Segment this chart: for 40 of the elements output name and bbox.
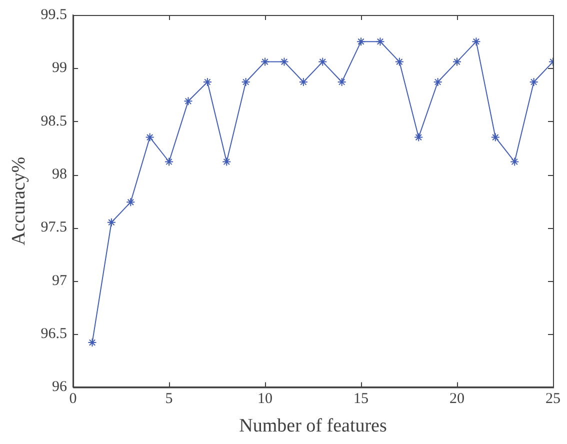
point — [510, 157, 520, 166]
point — [529, 77, 538, 86]
y-tick-label: 99 — [52, 60, 68, 76]
point — [433, 77, 442, 86]
point — [394, 57, 404, 66]
point — [184, 96, 193, 106]
y-tick-label: 96 — [52, 379, 68, 396]
x-axis-title: Number of features — [239, 416, 387, 437]
y-axis-title: Accuracy% — [8, 156, 30, 246]
point — [376, 37, 385, 46]
y-tick-label: 98.5 — [40, 113, 68, 130]
x-tick-label: 25 — [546, 391, 560, 408]
point — [490, 132, 500, 142]
point — [106, 218, 116, 227]
point — [337, 77, 346, 86]
point — [260, 57, 270, 66]
x-tick-label: 5 — [165, 391, 173, 408]
point — [164, 157, 174, 166]
point — [356, 37, 366, 46]
point — [298, 77, 308, 86]
point — [88, 338, 97, 348]
point — [202, 77, 212, 86]
point — [318, 57, 328, 66]
point — [222, 157, 232, 166]
y-tick-label: 97 — [52, 272, 68, 289]
y-tick-label: 97.5 — [40, 220, 68, 236]
point — [472, 37, 481, 46]
y-tick-label: 99.5 — [40, 6, 68, 23]
point — [280, 57, 289, 66]
point — [241, 77, 250, 86]
x-tick-label: 15 — [354, 391, 369, 408]
y-tick-label: 96.5 — [40, 326, 68, 342]
y-tick-label: 98 — [52, 166, 68, 182]
x-tick-label: 20 — [450, 391, 465, 408]
point — [126, 198, 136, 207]
x-tick-label: 10 — [258, 391, 273, 408]
point — [452, 57, 462, 66]
x-tick-label: 0 — [69, 391, 77, 408]
point — [145, 132, 154, 142]
point — [414, 132, 424, 142]
